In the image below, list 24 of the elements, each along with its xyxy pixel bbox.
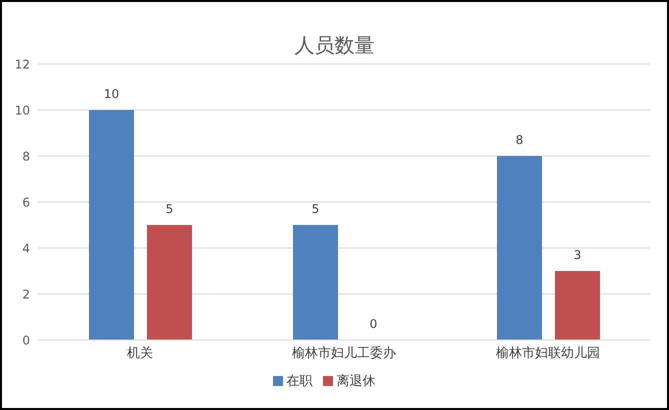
data-label: 5 [312, 202, 320, 216]
legend-label: 在职 [286, 374, 312, 389]
data-label: 5 [166, 202, 174, 216]
x-tick-label: 机关 [127, 346, 153, 362]
y-tick-label: 12 [14, 57, 30, 72]
data-label: 3 [574, 248, 582, 262]
y-tick-label: 10 [14, 103, 30, 118]
bar [555, 271, 600, 340]
bar [497, 156, 542, 340]
x-tick-label: 榆林市妇儿工委办 [292, 346, 396, 362]
bar [293, 225, 338, 340]
y-tick-label: 8 [22, 149, 30, 164]
y-tick-label: 0 [22, 333, 30, 348]
y-tick-label: 4 [22, 241, 30, 256]
y-tick-label: 2 [22, 287, 30, 302]
chart-title: 人员数量 [294, 32, 376, 59]
data-label: 0 [370, 316, 378, 331]
bar [89, 110, 134, 340]
bar [147, 225, 192, 340]
y-tick-label: 6 [22, 195, 30, 210]
data-label: 10 [104, 87, 120, 101]
x-tick-label: 榆林市妇联幼儿园 [496, 346, 600, 362]
legend-label: 离退休 [336, 374, 376, 389]
data-label: 8 [516, 133, 524, 147]
